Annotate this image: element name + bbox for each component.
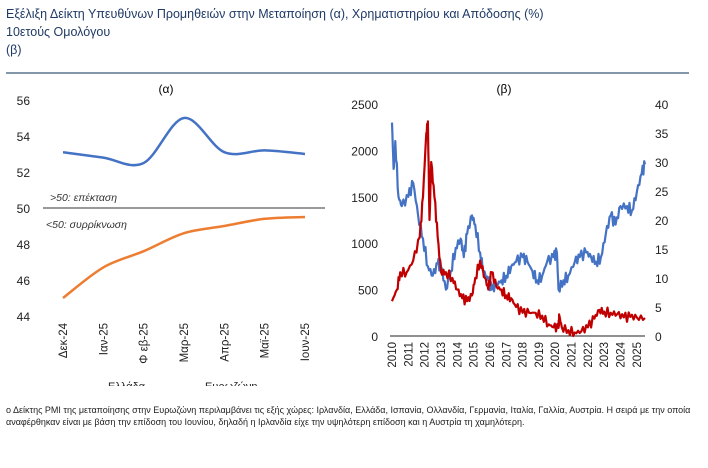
legend-a-item-1: Ελλάδα xyxy=(108,380,145,386)
chart-b-xtick: 2011 xyxy=(403,342,415,367)
chart-a-ytick: 48 xyxy=(17,238,31,252)
title-line-1: Εξέλιξη Δείκτη Υπευθύνων Προμηθειών στην… xyxy=(6,7,544,21)
chart-a-title: (α) xyxy=(159,82,174,96)
chart-b-xtick: 2018 xyxy=(518,342,530,368)
chart-b-xtick: 2022 xyxy=(583,342,595,368)
chart-a-ytick: 44 xyxy=(17,310,31,324)
chart-b-xtick: 2010 xyxy=(387,342,399,368)
chart-b-xtick: 2012 xyxy=(420,342,432,368)
chart-b-xtick: 2014 xyxy=(452,341,464,367)
chart-title: Εξέλιξη Δείκτη Υπευθύνων Προμηθειών στην… xyxy=(6,5,544,59)
chart-b-xtick: 2023 xyxy=(599,342,611,368)
chart-b-xtick: 2017 xyxy=(501,342,513,368)
chart-b-xtick: 2020 xyxy=(550,342,562,368)
chart-a-xtick: Δεκ-24 xyxy=(58,322,70,358)
chart-b-ytick-left: 0 xyxy=(371,330,378,344)
chart-b-ytick-right: 40 xyxy=(655,98,669,112)
chart-b-xtick: 2019 xyxy=(534,342,546,368)
annotation-expansion: >50: επέκταση xyxy=(50,192,117,204)
chart-b-ytick-left: 2500 xyxy=(351,98,378,112)
chart-b-xtick: 2021 xyxy=(567,342,579,368)
chart-a-xtick: Ιουν-25 xyxy=(300,323,312,361)
chart-b-xtick: 2013 xyxy=(436,342,448,368)
chart-a-series-1 xyxy=(62,116,306,167)
chart-b-ytick-right: 25 xyxy=(655,185,669,199)
footnote: ο Δείκτης PMI της μεταποίησης στην Ευρωζ… xyxy=(6,405,691,427)
chart-a-ytick: 50 xyxy=(17,202,31,216)
chart-b-ytick-left: 1000 xyxy=(351,237,378,251)
chart-b-series-1 xyxy=(390,122,647,293)
chart-b-xtick: 2024 xyxy=(616,341,628,367)
chart-b-ytick-left: 2000 xyxy=(351,144,378,158)
chart-a-ytick: 56 xyxy=(17,94,31,108)
chart-b-xtick: 2015 xyxy=(469,342,481,368)
chart-b-xtick: 2016 xyxy=(485,342,497,368)
title-line-3: (β) xyxy=(6,43,22,57)
chart-a-ytick: 46 xyxy=(17,274,31,288)
title-line-2: 10ετούς Ομολόγου xyxy=(6,25,111,39)
chart-a-ytick: 52 xyxy=(17,166,31,180)
chart-a-xtick: Μαρ-25 xyxy=(179,323,191,362)
legend-a-item-2: Ευρωζώνη xyxy=(205,380,258,386)
chart-b-ytick-left: 500 xyxy=(358,284,378,298)
chart-a-xtick: Μαϊ-25 xyxy=(260,323,272,358)
chart-a-xtick: Απρ-25 xyxy=(219,323,231,362)
chart-a-xtick: Φ εβ-25 xyxy=(139,323,151,364)
chart-b-ytick-right: 20 xyxy=(655,214,669,228)
chart-b-xtick: 2025 xyxy=(632,342,644,368)
chart-a-xtick: Ιαν-25 xyxy=(98,323,110,355)
annotation-contraction: <50: συρρίκνωση xyxy=(46,219,127,231)
chart-b-ytick-right: 5 xyxy=(655,301,662,315)
title-divider xyxy=(6,72,689,74)
chart-b-title: (β) xyxy=(497,82,512,96)
chart-b-ytick-right: 35 xyxy=(655,127,669,141)
chart-b-ytick-right: 0 xyxy=(655,330,662,344)
chart-a-ytick: 54 xyxy=(17,130,31,144)
chart-b-ytick-right: 10 xyxy=(655,272,669,286)
chart-b-series-2 xyxy=(390,120,646,338)
chart-b-ytick-right: 15 xyxy=(655,243,669,257)
chart-b-ytick-left: 1500 xyxy=(351,191,378,205)
chart-b-ytick-right: 30 xyxy=(655,156,669,170)
